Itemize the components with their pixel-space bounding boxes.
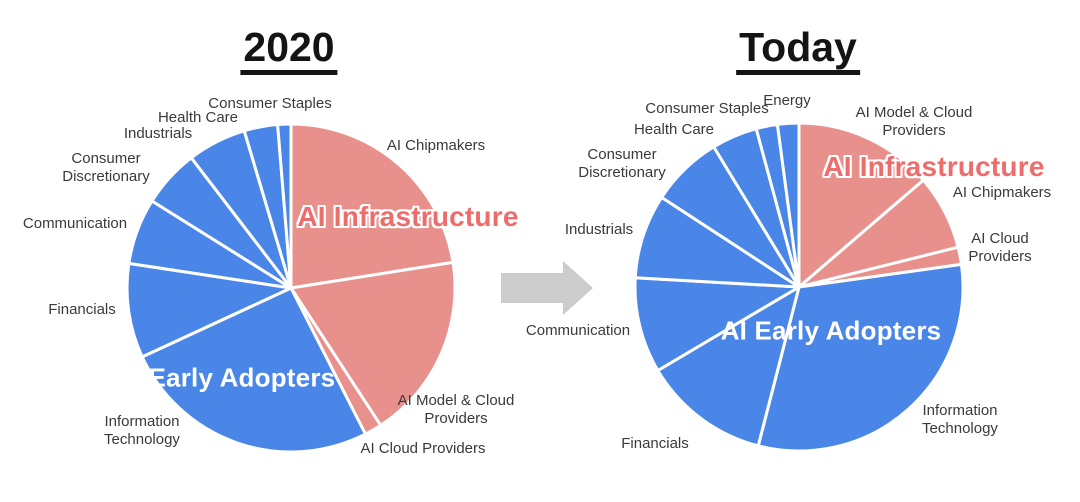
- slice-label-financials-2020: Financials: [48, 301, 116, 318]
- slice-label-ai-chipmakers-today: AI Chipmakers: [952, 184, 1052, 201]
- slice-label-ai-chipmakers-2020: AI Chipmakers: [386, 137, 486, 154]
- pie-slice-industrials-today: [633, 195, 801, 289]
- slice-label-industrials-today: Industrials: [564, 221, 634, 238]
- slice-label-communication-today: Communication: [525, 322, 631, 339]
- transition-arrow-icon: [501, 261, 593, 315]
- pie-slice-information-technology-2020: [140, 286, 367, 454]
- annotation-ai-infrastructure-today: AI Infrastructure: [823, 151, 1045, 182]
- chart-title-today: Today: [736, 27, 860, 75]
- pie-slice-ai-model-cloud-providers-today: [797, 121, 925, 289]
- slice-label-health-care-today: Health Care: [633, 121, 715, 138]
- annotation-ai-early-adopters-today: AI Early Adopters: [720, 315, 942, 346]
- slice-label-ai-model-cloud-providers-2020: AI Model & Cloud Providers: [397, 392, 515, 427]
- annotation-ai-early-adopters-2020: AI Early Adopters: [114, 362, 336, 393]
- annotation-ai-infrastructure-2020: AI Infrastructure: [297, 201, 519, 232]
- slice-label-consumer-staples-today: Consumer Staples: [645, 100, 769, 117]
- slice-label-information-technology-2020: Information Technology: [104, 413, 180, 448]
- slice-label-ai-cloud-providers-2020: AI Cloud Providers: [360, 440, 486, 457]
- pie-slice-energy-today: [775, 121, 801, 289]
- slice-label-communication-2020: Communication: [22, 215, 128, 232]
- slice-label-consumer-staples-2020: Consumer Staples: [208, 95, 332, 112]
- slice-label-financials-today: Financials: [621, 435, 689, 452]
- pie-slice-financials-today: [656, 285, 801, 448]
- pie-slice-consumer-staples-2020: [276, 122, 293, 290]
- pie-slice-ai-model-cloud-providers-2020: [289, 260, 457, 427]
- slice-label-consumer-discretionary-2020: Consumer Discretionary: [62, 150, 150, 185]
- pie-slice-communication-today: [633, 276, 801, 372]
- slice-label-information-technology-today: Information Technology: [922, 402, 998, 437]
- slice-label-ai-cloud-providers-today: AI Cloud Providers: [968, 230, 1032, 265]
- chart-title-2020: 2020: [240, 27, 338, 75]
- slice-label-energy-today: Energy: [763, 92, 811, 109]
- slice-label-health-care-2020: Health Care: [157, 109, 239, 126]
- pie-slice-financials-2020: [125, 261, 293, 359]
- slice-label-consumer-discretionary-today: Consumer Discretionary: [578, 146, 666, 181]
- pie-slice-information-technology-today: [756, 262, 965, 453]
- pie-slice-ai-chipmakers-2020: [289, 122, 455, 290]
- slice-label-ai-model-cloud-providers-today: AI Model & Cloud Providers: [855, 104, 973, 139]
- slice-label-industrials-2020: Industrials: [123, 125, 193, 142]
